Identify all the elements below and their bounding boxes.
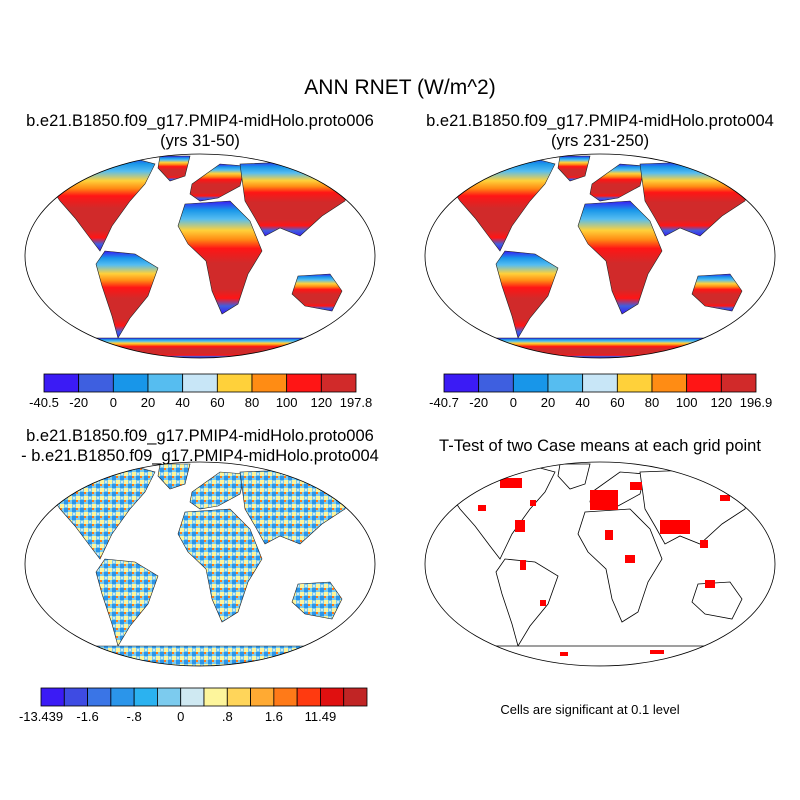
colorbar-label: 1.6 <box>265 709 283 724</box>
colorbar-label: 20 <box>141 395 155 410</box>
colorbar-panel-3: -13.439 -1.6 -.8 0 .8 1.6 11.49 <box>19 687 368 724</box>
colorbar-box <box>63 687 88 707</box>
colorbar-label: 40 <box>575 395 589 410</box>
colorbar-box <box>273 687 298 707</box>
panel-1-title-line1: b.e21.B1850.f09_g17.PMIP4-midHolo.proto0… <box>26 112 374 130</box>
colorbar-label: 11.49 <box>305 709 337 724</box>
panel-4-title: T-Test of two Case means at each grid po… <box>439 437 761 455</box>
colorbar-box <box>157 687 182 707</box>
colorbar-box <box>133 687 158 707</box>
colorbar-label: 60 <box>210 395 224 410</box>
colorbar-label: .8 <box>222 709 233 724</box>
colorbar-box <box>250 687 275 707</box>
colorbar-label: -13.439 <box>19 709 63 724</box>
colorbar-box <box>443 373 480 393</box>
colorbar-box <box>320 687 345 707</box>
plot-title: ANN RNET (W/m^2) <box>304 76 496 99</box>
panel-3-title-line2: - b.e21.B1850.f09_g17.PMIP4-midHolo.prot… <box>21 447 379 465</box>
colorbar-box <box>478 373 514 393</box>
colorbar-label: 120 <box>310 395 332 410</box>
colorbar-label: 0 <box>510 395 517 410</box>
colorbar-box <box>87 687 112 707</box>
colorbar-label: 60 <box>610 395 624 410</box>
colorbar-box <box>720 373 757 393</box>
colorbar-box <box>216 373 253 393</box>
colorbar-box <box>180 687 205 707</box>
colorbar-panel-2: -40.7 -20 0 20 40 60 80 100 120 196.9 <box>429 373 773 410</box>
colorbar-label: 197.8 <box>340 395 373 410</box>
colorbar-box <box>182 373 218 393</box>
map-panel-2 <box>424 153 776 359</box>
panel-2-title-line2: (yrs 231-250) <box>550 132 650 150</box>
colorbar-box <box>686 373 722 393</box>
colorbar-label: 0 <box>177 709 184 724</box>
colorbar-box <box>651 373 688 393</box>
colorbar-label: 80 <box>245 395 259 410</box>
colorbar-label: 100 <box>276 395 298 410</box>
panel-1-title-line2: (yrs 31-50) <box>160 132 240 150</box>
colorbar-box <box>43 373 80 393</box>
colorbar-label: 120 <box>710 395 732 410</box>
colorbar-box <box>147 373 184 393</box>
colorbar-label: -20 <box>469 395 488 410</box>
colorbar-label: -40.5 <box>29 395 59 410</box>
panel-3-title-line1: b.e21.B1850.f09_g17.PMIP4-midHolo.proto0… <box>26 427 374 445</box>
colorbar-box <box>296 687 321 707</box>
colorbar-box <box>547 373 584 393</box>
colorbar-box <box>112 373 149 393</box>
colorbar-label: 40 <box>175 395 189 410</box>
colorbar-panel-1: -40.5 -20 0 20 40 60 80 100 120 197.8 <box>29 373 373 410</box>
colorbar-box <box>226 687 251 707</box>
colorbar-box <box>286 373 322 393</box>
colorbar-box <box>343 687 368 707</box>
colorbar-label: -40.7 <box>429 395 459 410</box>
colorbar-box <box>40 687 65 707</box>
panel-2-title-line1: b.e21.B1850.f09_g17.PMIP4-midHolo.proto0… <box>426 112 774 130</box>
colorbar-label: -.8 <box>127 709 142 724</box>
map-panel-3 <box>24 461 376 667</box>
colorbar-box <box>110 687 135 707</box>
colorbar-label: 80 <box>645 395 659 410</box>
colorbar-label: 0 <box>110 395 117 410</box>
colorbar-label: -20 <box>69 395 88 410</box>
colorbar-label: -1.6 <box>76 709 98 724</box>
colorbar-box <box>512 373 549 393</box>
colorbar-label: 196.9 <box>740 395 773 410</box>
significance-note: Cells are significant at 0.1 level <box>500 702 680 717</box>
colorbar-box <box>78 373 114 393</box>
colorbar-box <box>251 373 288 393</box>
colorbar-box <box>320 373 357 393</box>
map-panel-1 <box>24 153 376 359</box>
colorbar-label: 100 <box>676 395 698 410</box>
colorbar-box <box>582 373 618 393</box>
colorbar-box <box>616 373 653 393</box>
colorbar-box <box>203 687 228 707</box>
colorbar-label: 20 <box>541 395 555 410</box>
map-panel-4 <box>424 461 776 667</box>
